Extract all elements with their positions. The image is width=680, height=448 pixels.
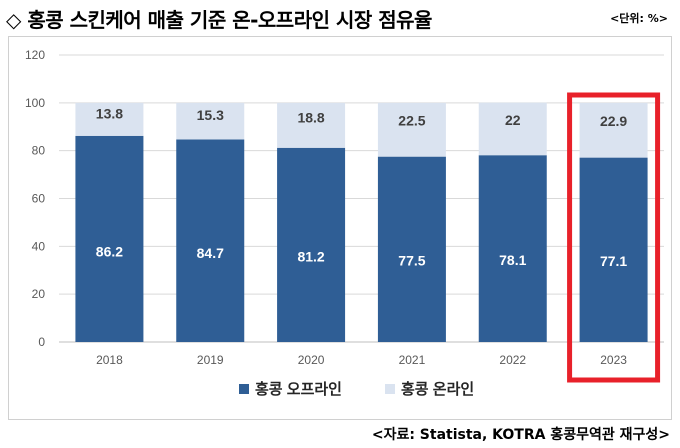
x-tick-label: 2018 (96, 353, 123, 367)
stacked-bar-chart: 0 20 40 60 80 100 120 86.2 13.8 2018 84.7 15.3 2019 8… (25, 48, 664, 398)
source-note: <자료: Statista, KOTRA 홍콩무역관 재구성> (371, 427, 670, 443)
y-tick-label: 100 (25, 96, 45, 110)
x-tick-label: 2020 (298, 353, 325, 367)
chart-area: 0 20 40 60 80 100 120 86.2 13.8 2018 84.7 15.3 2019 8… (8, 36, 672, 420)
data-label: 18.8 (297, 110, 324, 126)
y-tick-label: 80 (32, 144, 46, 158)
bar-online-2022 (478, 102, 547, 156)
bar-offline-2021 (377, 156, 446, 342)
data-label: 84.7 (197, 245, 224, 261)
x-tick-label: 2022 (499, 353, 526, 367)
bar-online-2021 (377, 102, 446, 157)
legend-label: 홍콩 온라인 (401, 380, 474, 398)
bar-online-2020 (277, 102, 346, 148)
data-label: 78.1 (499, 252, 526, 268)
bar-offline-2022 (478, 155, 547, 342)
data-label: 77.1 (600, 253, 627, 269)
bar-online-2023 (579, 102, 648, 158)
bar-offline-2023 (579, 157, 648, 342)
data-label: 22.9 (600, 113, 627, 129)
data-label: 81.2 (297, 249, 324, 265)
bar-offline-2020 (277, 147, 346, 342)
bar-offline-2018 (75, 135, 144, 342)
x-tick-label: 2023 (600, 353, 627, 367)
unit-label: <단위: %> (610, 12, 668, 25)
chart-title: ◇ 홍콩 스킨케어 매출 기준 온-오프라인 시장 점유율 (6, 8, 432, 32)
data-label: 22 (505, 112, 521, 128)
legend-label: 홍콩 오프라인 (255, 380, 342, 398)
y-tick-label: 120 (25, 48, 45, 62)
legend-swatch-online (385, 384, 395, 394)
x-tick-label: 2019 (197, 353, 224, 367)
y-tick-label: 0 (38, 335, 45, 349)
data-label: 15.3 (197, 107, 224, 123)
data-label: 13.8 (96, 106, 123, 122)
bar-offline-2019 (176, 139, 245, 342)
data-label: 77.5 (398, 252, 425, 268)
bar-online-2019 (176, 102, 245, 140)
legend-swatch-offline (239, 384, 249, 394)
x-tick-label: 2021 (399, 353, 426, 367)
y-tick-label: 40 (32, 239, 46, 253)
data-label: 86.2 (96, 243, 123, 259)
highlight-box (567, 92, 661, 383)
y-tick-label: 20 (32, 287, 46, 301)
bar-online-2018 (75, 102, 144, 136)
y-tick-label: 60 (32, 192, 46, 206)
data-label: 22.5 (398, 113, 425, 129)
